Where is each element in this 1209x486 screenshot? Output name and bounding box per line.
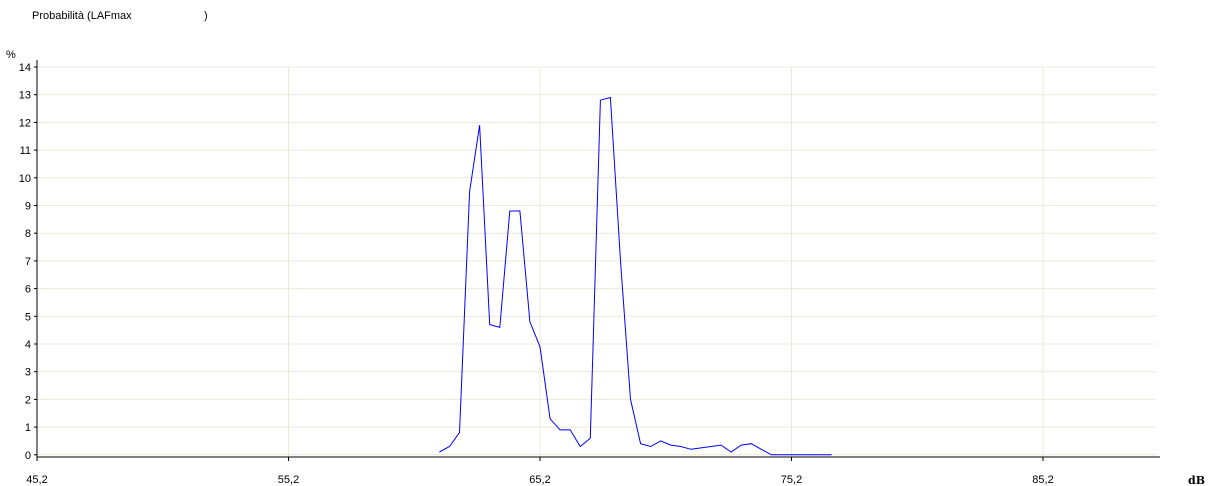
y-tick-label: 4 — [25, 339, 31, 351]
y-tick-label: 10 — [19, 173, 31, 185]
x-axis-unit: dB — [1188, 474, 1205, 486]
x-tick-label: 75,2 — [781, 474, 802, 486]
x-tick-label: 65,2 — [529, 474, 550, 486]
y-tick-label: 7 — [25, 256, 31, 268]
y-tick-label: 13 — [19, 90, 31, 102]
x-tick-label: 55,2 — [278, 474, 299, 486]
y-tick-label: 14 — [19, 62, 31, 74]
y-tick-label: 11 — [20, 145, 31, 157]
y-tick-label: 3 — [25, 367, 31, 379]
probability-series-line — [439, 96, 832, 456]
x-tick-label: 85,2 — [1032, 474, 1053, 486]
axes — [34, 60, 1160, 461]
y-tick-label: 2 — [25, 394, 31, 406]
y-tick-label: 12 — [19, 117, 31, 129]
x-tick-labels: 45,2 55,2 65,2 75,2 85,2 — [26, 474, 1053, 486]
chart-title: Probabilità (LAFmax — [32, 10, 132, 22]
y-tick-label: 9 — [25, 201, 31, 213]
series — [439, 96, 832, 456]
y-tick-label: 8 — [25, 228, 31, 240]
chart-title-close: ) — [204, 10, 208, 22]
y-tick-label: 6 — [25, 284, 31, 296]
y-axis-unit: % — [6, 49, 16, 61]
y-tick-label: 0 — [25, 450, 31, 462]
y-tick-label: 1 — [25, 422, 31, 434]
x-tick-label: 45,2 — [26, 474, 47, 486]
grid — [37, 66, 1156, 457]
y-tick-label: 5 — [25, 311, 31, 323]
